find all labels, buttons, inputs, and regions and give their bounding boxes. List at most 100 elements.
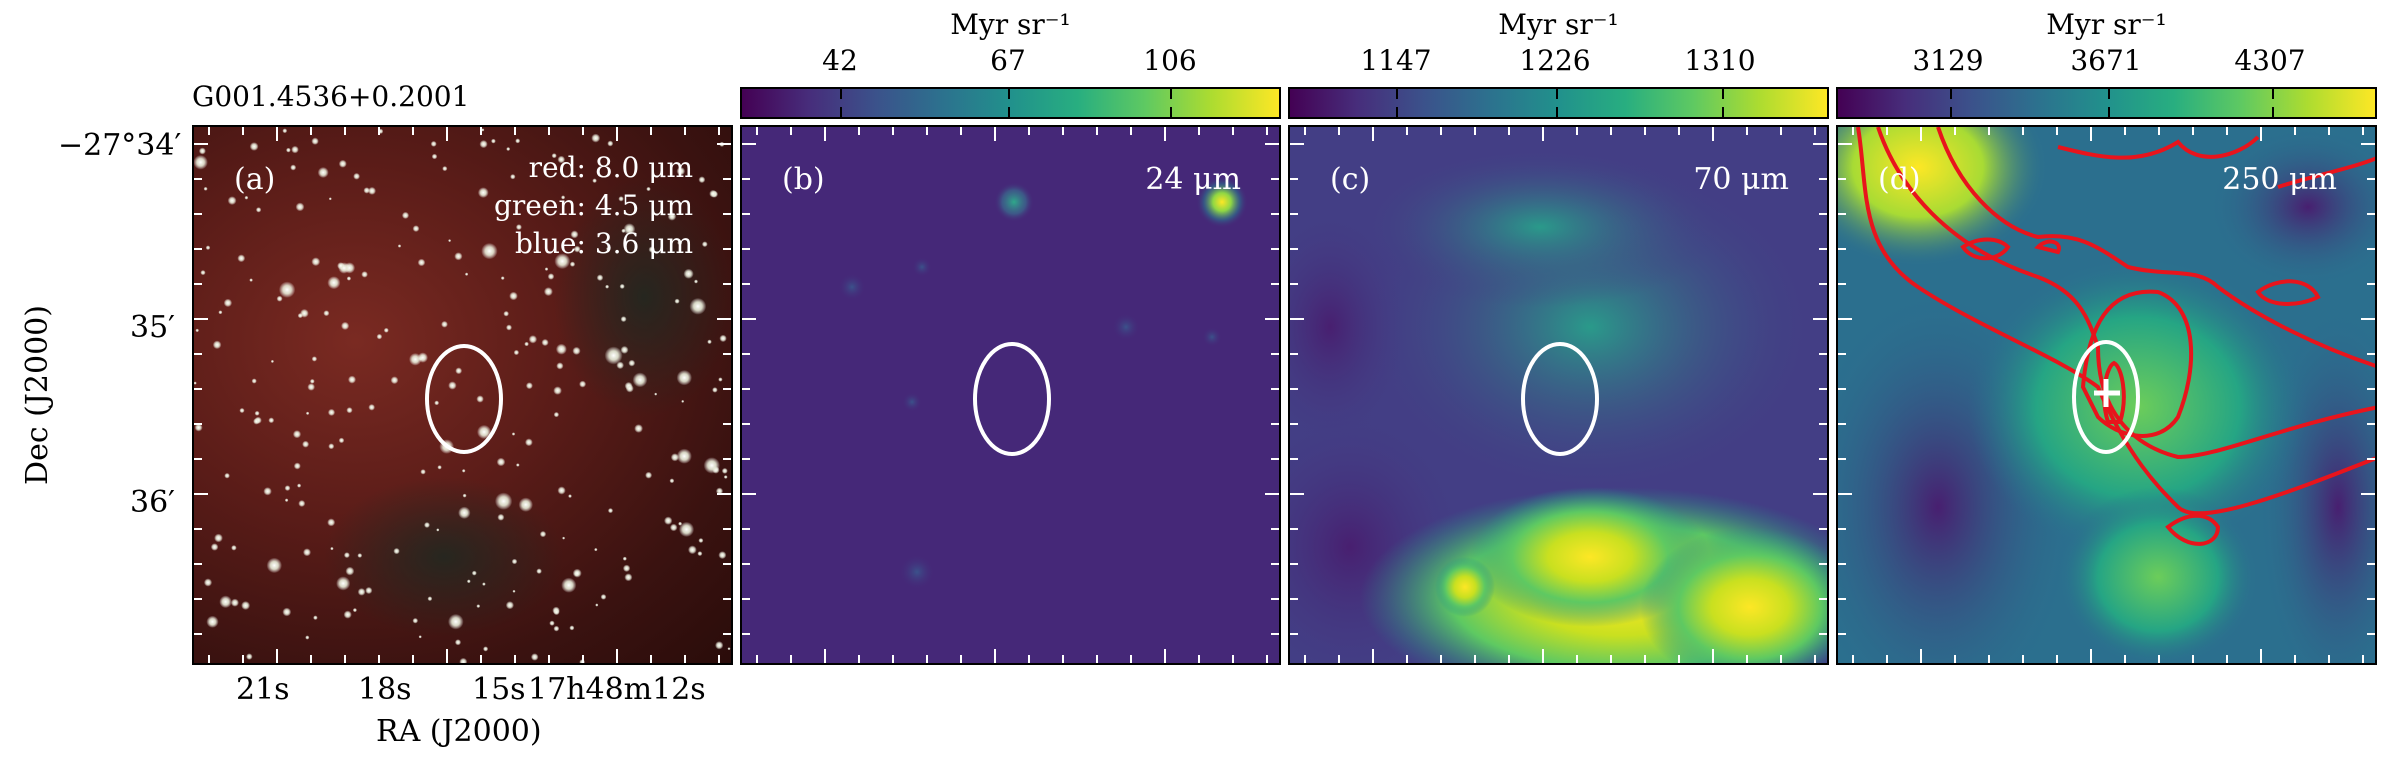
colorbar-tick: 4307 [2234, 44, 2306, 77]
x-axis-tick [994, 649, 996, 663]
y-axis-tick [194, 388, 202, 390]
star [510, 174, 516, 180]
star [338, 159, 347, 168]
colorbar-tick: 1310 [1684, 44, 1756, 77]
star [454, 639, 462, 646]
y-axis-tick [194, 178, 202, 180]
y-axis-tick [742, 213, 750, 215]
colorbar-tick: 67 [990, 44, 1026, 77]
star [459, 657, 468, 663]
x-axis-tick [1780, 127, 1782, 135]
y-axis-tick [742, 423, 750, 425]
y-axis-tick [1271, 248, 1279, 250]
y-axis-tick [1290, 528, 1298, 530]
colorbar-gradient [1288, 87, 1829, 119]
star [476, 395, 484, 403]
y-axis-tick [1838, 248, 1846, 250]
x-axis-tick [1406, 655, 1408, 663]
y-axis-tick [742, 353, 750, 355]
x-axis-tick [412, 127, 414, 135]
colorbar-tick: 3129 [1912, 44, 1984, 77]
star-field [194, 128, 731, 663]
star [254, 410, 260, 416]
x-axis-tick [1886, 127, 1888, 135]
x-axis-tick [480, 655, 482, 663]
x-axis-tick [242, 127, 244, 135]
panel-tag: (c) [1330, 162, 1371, 197]
y-axis-tick [194, 423, 202, 425]
star [249, 278, 253, 282]
star [600, 594, 607, 600]
star [286, 147, 291, 153]
y-axis-tick [1265, 318, 1279, 320]
star [255, 207, 262, 213]
x-axis-tick [1508, 655, 1510, 663]
x-tick-label: 15s [472, 672, 526, 707]
star [709, 189, 717, 198]
star [483, 646, 489, 652]
y-axis-title: Dec (J2000) [20, 305, 55, 485]
x-axis-tick [2158, 655, 2160, 663]
star [494, 492, 513, 510]
star [670, 453, 679, 462]
y-axis-tick [1290, 248, 1298, 250]
x-axis-tick [208, 655, 210, 663]
y-tick-label: −27°34′ [58, 128, 182, 163]
star [515, 224, 522, 231]
star [343, 610, 352, 619]
star [688, 545, 697, 555]
star [721, 467, 728, 474]
y-axis-tick [2367, 598, 2375, 600]
x-axis-tick [1644, 655, 1646, 663]
y-axis-tick [1290, 283, 1298, 285]
x-tick-label: 21s [236, 672, 290, 707]
star [718, 377, 723, 382]
star [466, 579, 471, 584]
star [223, 298, 233, 308]
star [471, 570, 477, 576]
star [412, 225, 420, 232]
panel-d-250um-image: (d) 250 μm [1836, 125, 2377, 665]
panel-tag: (d) [1878, 162, 1921, 197]
y-axis-tick [1838, 563, 1846, 565]
x-axis-tick [858, 655, 860, 663]
x-axis-tick [2056, 655, 2058, 663]
x-axis-tick [1610, 655, 1612, 663]
star [282, 607, 292, 617]
y-axis-tick [1265, 143, 1279, 145]
y-axis-tick [2367, 283, 2375, 285]
star [707, 339, 712, 345]
star [424, 522, 430, 528]
star [311, 137, 319, 145]
x-axis-tick [1644, 127, 1646, 135]
y-axis-tick [194, 213, 202, 215]
star [343, 552, 350, 559]
y-axis-tick [1271, 423, 1279, 425]
x-axis-tick [1062, 655, 1064, 663]
star [477, 187, 489, 198]
star [607, 508, 614, 514]
star [500, 276, 505, 280]
star [681, 399, 685, 403]
star [458, 506, 471, 519]
y-axis-tick [717, 318, 731, 320]
x-axis-tick [1198, 127, 1200, 135]
colorbar-tick: 1226 [1519, 44, 1591, 77]
star [352, 608, 357, 613]
y-axis-tick [1290, 178, 1298, 180]
y-axis-tick [723, 423, 731, 425]
x-axis-tick [1576, 127, 1578, 135]
star [345, 566, 355, 576]
y-axis-tick [1265, 493, 1279, 495]
x-axis-tick [2294, 127, 2296, 135]
star [530, 653, 539, 661]
x-axis-tick [2260, 127, 2262, 141]
y-axis-tick [723, 528, 731, 530]
x-axis-tick [208, 127, 210, 135]
star [368, 404, 375, 411]
y-axis-tick [1290, 633, 1298, 635]
star [420, 469, 426, 475]
star [336, 576, 351, 591]
star [561, 195, 566, 200]
star [437, 465, 442, 470]
